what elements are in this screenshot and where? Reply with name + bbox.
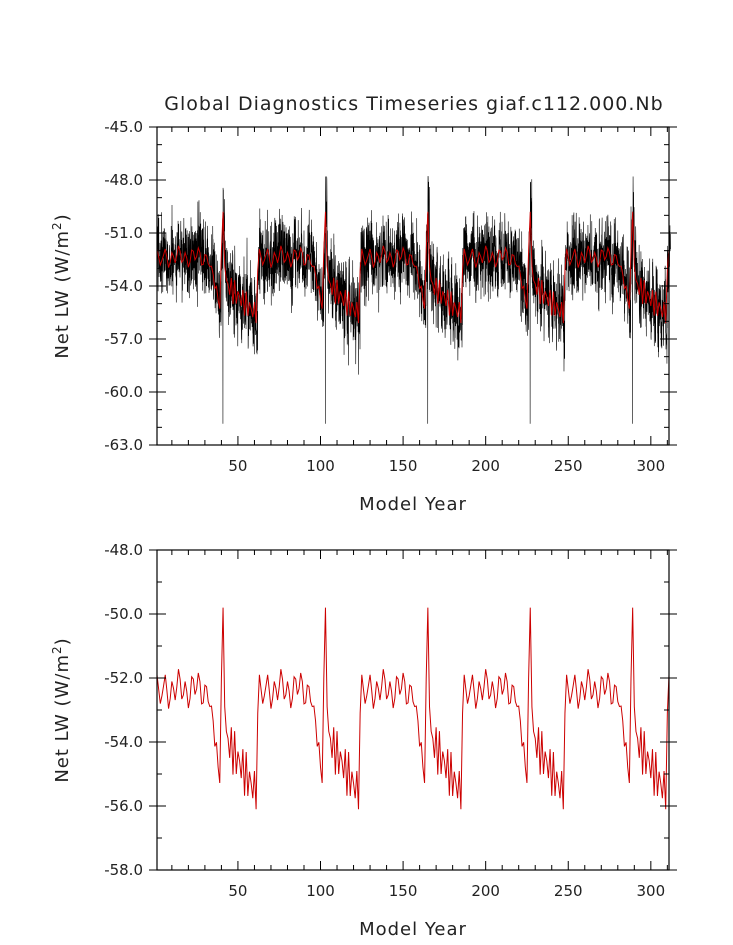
bottom-y-axis-label-close: ) [52, 637, 73, 645]
y-tick-label: -57.0 [104, 330, 143, 348]
y-tick-label: -48.0 [104, 171, 143, 189]
annual-mean-series-line [156, 211, 670, 324]
x-tick-label: 50 [228, 882, 247, 900]
y-tick-label: -58.0 [104, 861, 143, 879]
chart-top: 50 100 150 200 250 300 -45.0 -48.0 -51.0 -54.0 -57… [50, 118, 677, 515]
x-tick-label: 50 [228, 457, 247, 475]
top-y-axis-label: Net LW (W/m2) [50, 213, 73, 358]
y-tick-label: -51.0 [104, 224, 143, 242]
y-tick-label: -54.0 [104, 733, 143, 751]
bottom-plot-frame [156, 549, 670, 871]
y-tick-label: -56.0 [104, 797, 143, 815]
chart-bottom: 50 100 150 200 250 300 -48.0 -50.0 -52.0 -54.0 -56… [50, 541, 677, 940]
top-y-axis-label-close: ) [52, 213, 73, 221]
figure-title: Global Diagnostics Timeseries giaf.c112.… [164, 93, 663, 115]
x-tick-label: 250 [554, 457, 583, 475]
top-axes: 50 100 150 200 250 300 -45.0 -48.0 -51.0 -54.0 -57… [104, 118, 677, 475]
y-tick-label: -50.0 [104, 605, 143, 623]
top-y-axis-label-superscript: 2 [50, 221, 64, 230]
top-series-layer [156, 176, 671, 424]
x-tick-label: 150 [389, 882, 418, 900]
x-tick-label: 300 [637, 457, 666, 475]
y-tick-label: -48.0 [104, 541, 143, 559]
x-tick-label: 100 [306, 457, 335, 475]
monthly-series-line [156, 176, 671, 424]
x-tick-label: 150 [389, 457, 418, 475]
y-tick-label: -52.0 [104, 669, 143, 687]
y-tick-label: -45.0 [104, 118, 143, 136]
annual-mean-series-line [156, 607, 670, 810]
y-tick-label: -54.0 [104, 277, 143, 295]
x-tick-label: 100 [306, 882, 335, 900]
bottom-series-layer [156, 607, 670, 810]
bottom-axes: 50 100 150 200 250 300 -48.0 -50.0 -52.0 -54.0 -56… [104, 541, 677, 900]
bottom-x-axis-label: Model Year [359, 919, 467, 940]
x-tick-label: 200 [471, 882, 500, 900]
bottom-y-axis-label: Net LW (W/m2) [50, 637, 73, 782]
x-tick-label: 300 [637, 882, 666, 900]
y-tick-label: -63.0 [104, 436, 143, 454]
x-tick-label: 250 [554, 882, 583, 900]
top-x-axis-label: Model Year [359, 494, 467, 515]
y-tick-label: -60.0 [104, 383, 143, 401]
bottom-y-axis-label-superscript: 2 [50, 645, 64, 654]
x-tick-label: 200 [471, 457, 500, 475]
